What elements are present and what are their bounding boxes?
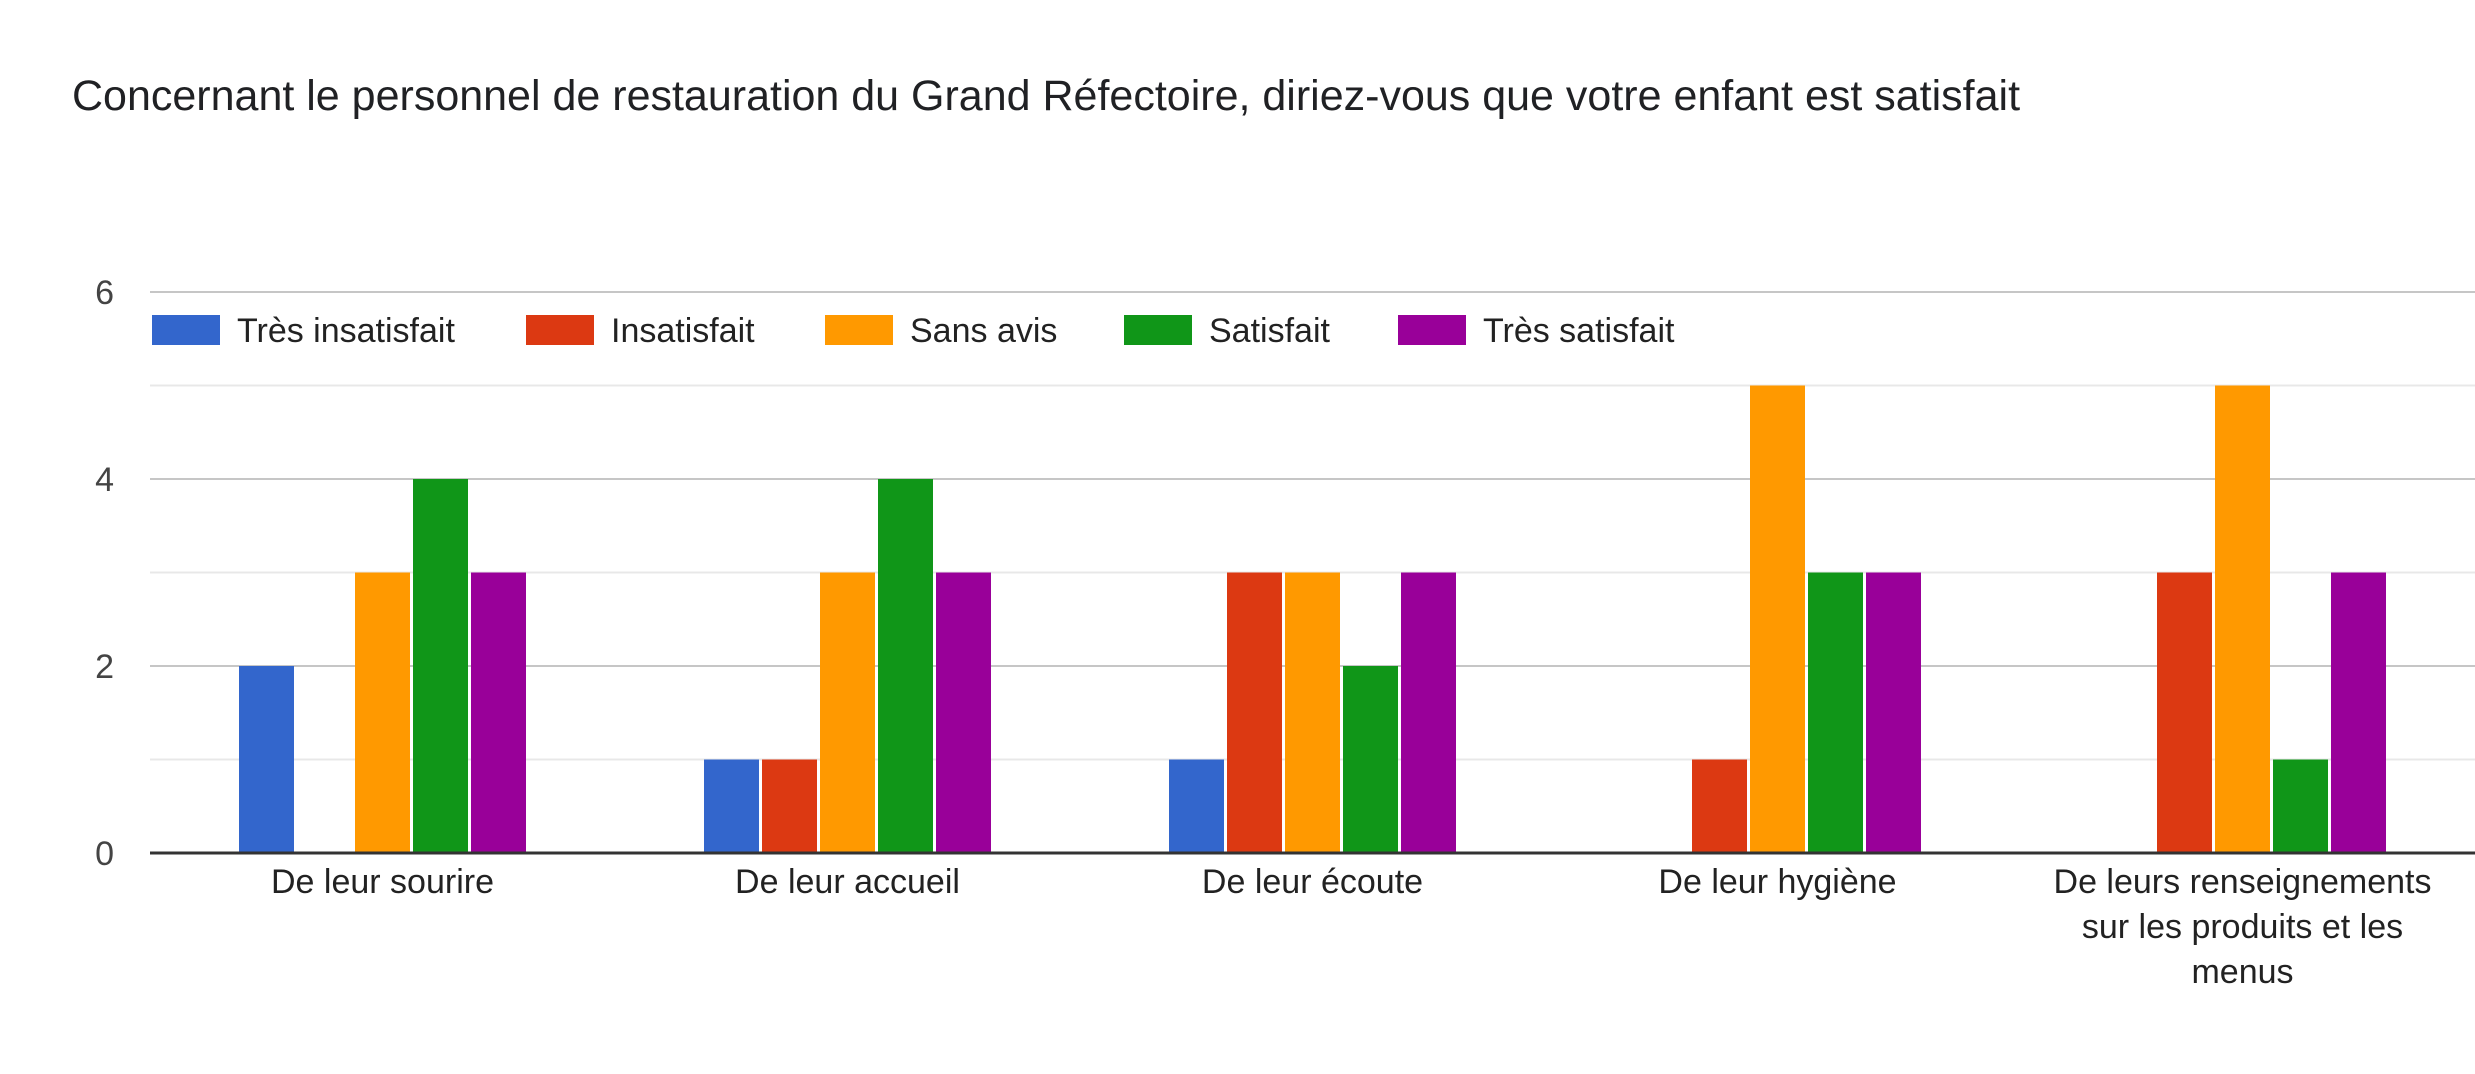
- legend-swatch: [1398, 315, 1466, 345]
- y-tick-label: 4: [95, 461, 114, 499]
- bar: [471, 572, 526, 853]
- bar: [2157, 572, 2212, 853]
- y-tick-label: 2: [95, 648, 114, 686]
- bar: [1401, 572, 1456, 853]
- bar: [413, 479, 468, 853]
- x-tick-label: De leur hygiène: [1658, 863, 1896, 901]
- bar: [878, 479, 933, 853]
- legend-swatch: [825, 315, 893, 345]
- legend-label: Très satisfait: [1483, 312, 1675, 350]
- legend-swatch: [152, 315, 220, 345]
- legend-label: Sans avis: [910, 312, 1057, 350]
- legend-label: Très insatisfait: [237, 312, 455, 350]
- bar: [1866, 572, 1921, 853]
- x-tick-label: De leur accueil: [735, 863, 960, 901]
- bar: [1343, 666, 1398, 853]
- bar: [1808, 572, 1863, 853]
- bar: [704, 759, 759, 853]
- chart-title: Concernant le personnel de restauration …: [72, 72, 2021, 120]
- bar: [762, 759, 817, 853]
- x-tick-label: De leur sourire: [271, 863, 494, 901]
- legend-label: Satisfait: [1209, 312, 1330, 350]
- legend-swatch: [526, 315, 594, 345]
- bar: [1750, 385, 1805, 853]
- y-tick-label: 0: [95, 835, 114, 873]
- y-tick-label: 6: [95, 274, 114, 312]
- x-tick-label: De leur écoute: [1202, 863, 1423, 901]
- bar: [1692, 759, 1747, 853]
- legend-swatch: [1124, 315, 1192, 345]
- bar: [820, 572, 875, 853]
- bar: [1227, 572, 1282, 853]
- bar: [936, 572, 991, 853]
- bar: [1285, 572, 1340, 853]
- bar: [2331, 572, 2386, 853]
- bar: [2273, 759, 2328, 853]
- legend-label: Insatisfait: [611, 312, 755, 350]
- x-tick-label: De leurs renseignements sur les produits …: [2054, 863, 2432, 991]
- bar: [1169, 759, 1224, 853]
- bar: [2215, 385, 2270, 853]
- bar: [239, 666, 294, 853]
- bar: [355, 572, 410, 853]
